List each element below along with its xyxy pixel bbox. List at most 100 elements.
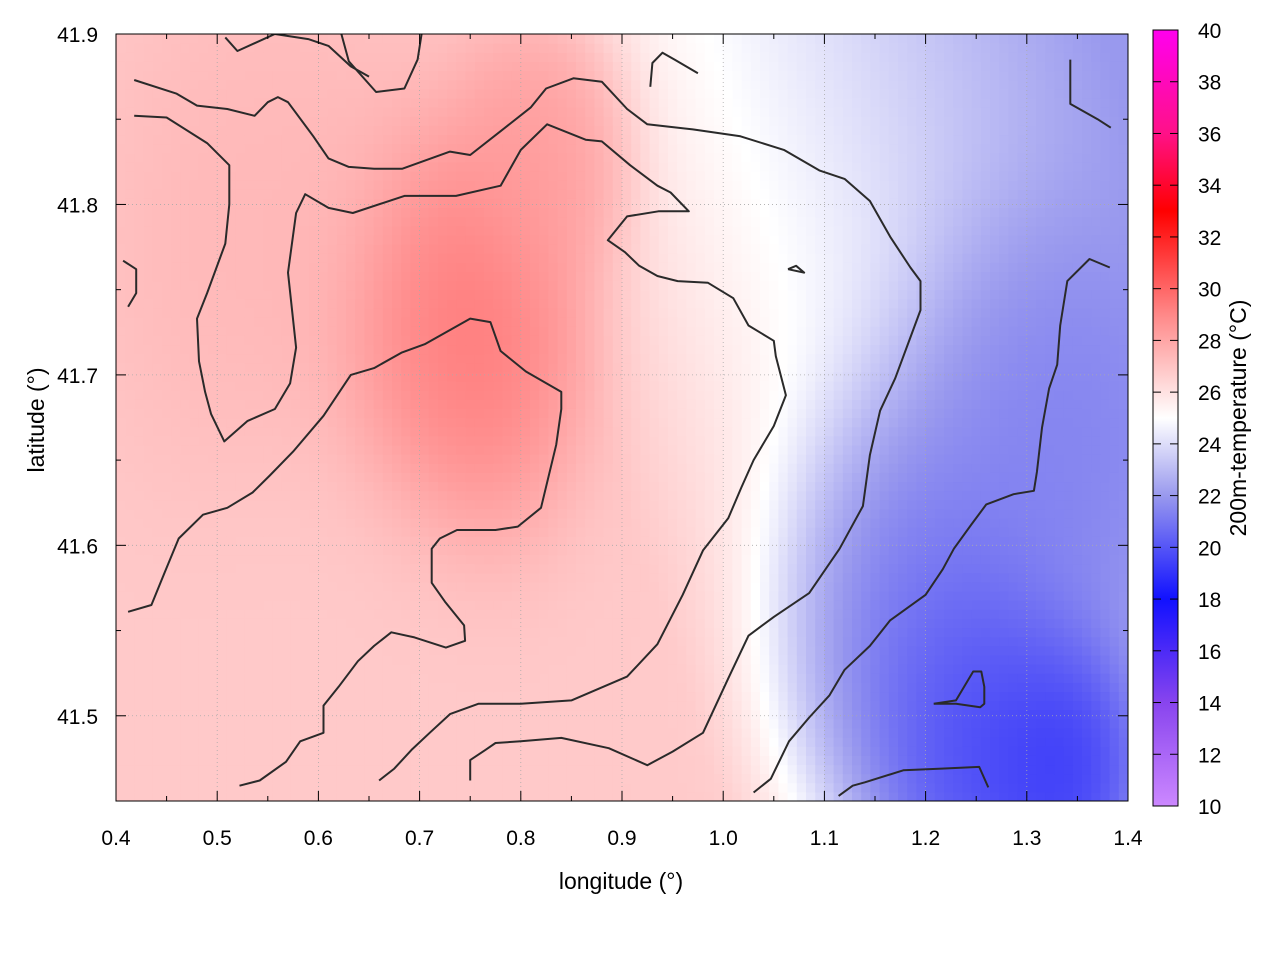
heatmap-cell — [152, 727, 163, 738]
heatmap-cell — [143, 664, 154, 674]
heatmap-cell — [934, 618, 945, 629]
heatmap-cell — [465, 554, 476, 565]
heatmap-cell — [373, 390, 384, 400]
heatmap-cell — [272, 408, 283, 419]
heatmap-cell — [502, 791, 513, 801]
heatmap-cell — [300, 545, 310, 556]
heatmap-cell — [1054, 609, 1065, 619]
heatmap-cell — [824, 517, 835, 528]
heatmap-cell — [704, 563, 715, 574]
heatmap-cell — [1026, 481, 1037, 492]
heatmap-cell — [116, 463, 126, 473]
heatmap-cell — [530, 527, 540, 537]
heatmap-cell — [1008, 527, 1019, 537]
heatmap-cell — [999, 590, 1009, 601]
heatmap-cell — [585, 590, 595, 601]
heatmap-cell — [1118, 682, 1128, 693]
heatmap-cell — [953, 463, 963, 473]
heatmap-cell — [1109, 463, 1120, 473]
heatmap-cell — [125, 399, 135, 409]
heatmap-cell — [162, 399, 172, 409]
heatmap-cell — [456, 590, 467, 601]
heatmap-cell — [116, 508, 126, 519]
heatmap-cell — [392, 380, 402, 391]
heatmap-cell — [198, 563, 209, 574]
heatmap-cell — [336, 390, 347, 400]
heatmap-cell — [364, 636, 375, 647]
heatmap-cell — [474, 791, 485, 801]
heatmap-cell — [162, 545, 172, 556]
heatmap-cell — [962, 600, 973, 610]
heatmap-cell — [1036, 654, 1046, 665]
heatmap-cell — [254, 454, 264, 464]
heatmap-cell — [741, 600, 752, 610]
heatmap-cell — [668, 755, 678, 766]
heatmap-cell — [1017, 517, 1028, 528]
heatmap-cell — [842, 572, 853, 583]
heatmap-cell — [603, 545, 614, 556]
heatmap-cell — [971, 636, 982, 647]
heatmap-cell — [364, 618, 375, 629]
heatmap-cell — [189, 508, 200, 519]
heatmap-cell — [1091, 773, 1101, 784]
heatmap-cell — [990, 454, 1000, 464]
heatmap-cell — [640, 682, 651, 693]
heatmap-cell — [539, 755, 549, 766]
heatmap-cell — [438, 554, 448, 565]
heatmap-cell — [796, 764, 807, 775]
heatmap-cell — [474, 554, 485, 565]
heatmap-cell — [474, 618, 485, 629]
heatmap-cell — [1091, 435, 1101, 446]
heatmap-cell — [990, 408, 1000, 419]
heatmap-cell — [796, 581, 807, 592]
heatmap-cell — [530, 536, 540, 546]
heatmap-cell — [217, 627, 227, 638]
heatmap-cell — [723, 499, 733, 510]
heatmap-cell — [474, 390, 485, 400]
heatmap-cell — [1100, 444, 1111, 455]
heatmap-cell — [723, 554, 733, 565]
heatmap-cell — [474, 490, 485, 501]
heatmap-cell — [1072, 609, 1083, 619]
heatmap-cell — [502, 718, 513, 729]
heatmap-cell — [916, 481, 927, 492]
heatmap-cell — [143, 700, 154, 711]
heatmap-cell — [925, 654, 936, 665]
heatmap-cell — [272, 380, 283, 391]
heatmap-cell — [1008, 508, 1019, 519]
heatmap-cell — [603, 490, 614, 501]
heatmap-cell — [530, 709, 540, 720]
heatmap-cell — [428, 481, 439, 492]
heatmap-cell — [741, 590, 752, 601]
heatmap-cell — [833, 581, 844, 592]
heatmap-cell — [1045, 508, 1055, 519]
heatmap-cell — [447, 782, 457, 793]
heatmap-cell — [888, 517, 899, 528]
heatmap-cell — [585, 654, 595, 665]
heatmap-cell — [999, 536, 1009, 546]
heatmap-cell — [493, 718, 503, 729]
heatmap-cell — [382, 636, 393, 647]
heatmap-cell — [364, 600, 375, 610]
heatmap-cell — [392, 664, 402, 674]
heatmap-cell — [134, 782, 145, 793]
heatmap-cell — [401, 408, 411, 419]
heatmap-cell — [842, 554, 853, 565]
heatmap-cell — [769, 654, 779, 665]
heatmap-cell — [778, 609, 789, 619]
heatmap-cell — [1045, 618, 1055, 629]
heatmap-cell — [465, 636, 476, 647]
heatmap-cell — [502, 454, 513, 464]
heatmap-cell — [833, 627, 844, 638]
heatmap-cell — [934, 545, 945, 556]
heatmap-cell — [355, 517, 365, 528]
heatmap-cell — [1118, 563, 1128, 574]
heatmap-cell — [263, 764, 273, 775]
heatmap-cell — [401, 527, 411, 537]
heatmap-cell — [548, 727, 559, 738]
heatmap-cell — [364, 399, 375, 409]
heatmap-cell — [1091, 499, 1101, 510]
heatmap-cell — [1072, 472, 1083, 483]
heatmap-cell — [208, 600, 218, 610]
heatmap-cell — [1082, 463, 1092, 473]
